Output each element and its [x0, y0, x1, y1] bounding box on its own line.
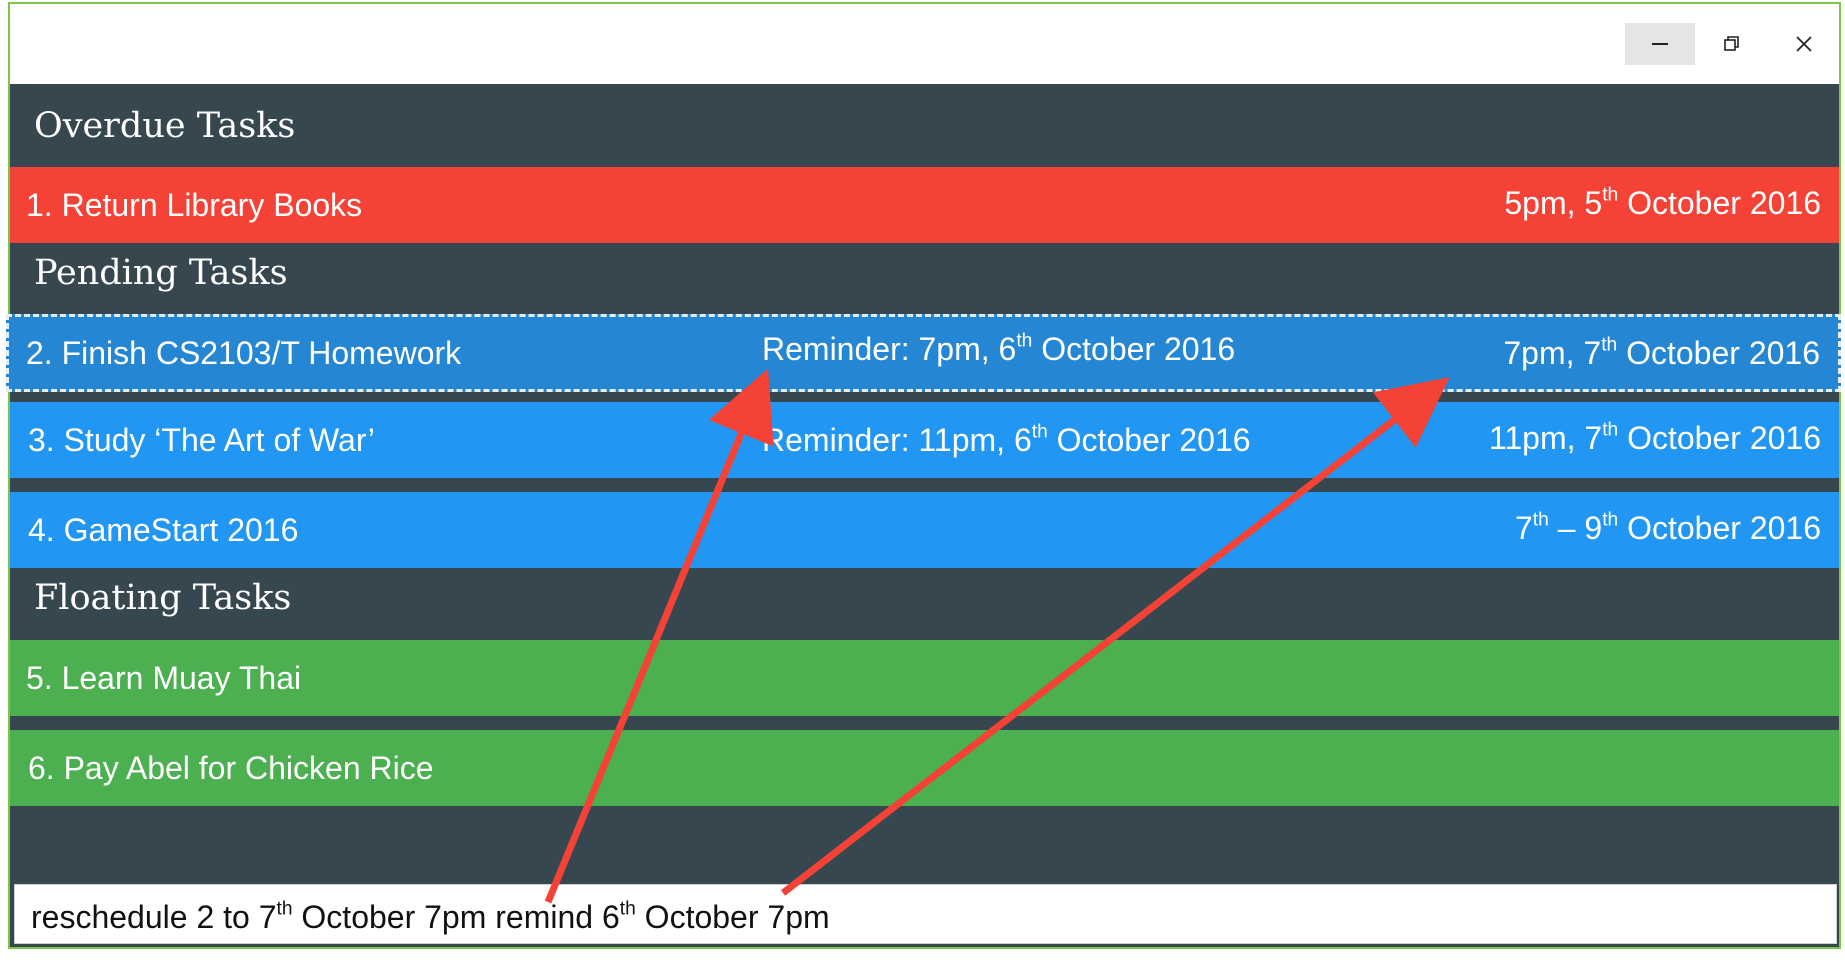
overdue-header: Overdue Tasks — [34, 106, 296, 146]
task-name: 1. Return Library Books — [26, 187, 363, 223]
task-reminder: Reminder: 11pm, 6th October 2016 — [762, 421, 1251, 458]
arrow-to-date — [780, 377, 1450, 896]
task-name: 3. Study ‘The Art of War’ — [28, 422, 375, 458]
title-bar — [10, 4, 1839, 84]
task-row-overdue-1[interactable]: 1. Return Library Books 5pm, 5th October… — [10, 167, 1839, 243]
restore-button[interactable] — [1697, 23, 1767, 65]
pending-header: Pending Tasks — [34, 253, 288, 293]
restore-icon — [1724, 36, 1739, 51]
minimize-icon — [1652, 43, 1668, 45]
task-row-pending-2[interactable]: 2. Finish CS2103/T Homework Reminder: 7p… — [6, 314, 1841, 392]
task-date: 7th – 9th October 2016 — [1515, 509, 1821, 546]
task-row-floating-6[interactable]: 6. Pay Abel for Chicken Rice — [10, 730, 1839, 806]
task-row-floating-5[interactable]: 5. Learn Muay Thai — [10, 640, 1839, 716]
task-name: 4. GameStart 2016 — [28, 512, 299, 548]
close-button[interactable] — [1769, 23, 1839, 65]
minimize-button[interactable] — [1625, 23, 1695, 65]
task-date: 11pm, 7th October 2016 — [1488, 419, 1821, 456]
task-name: 2. Finish CS2103/T Homework — [26, 335, 462, 371]
task-name: 5. Learn Muay Thai — [26, 660, 302, 696]
task-panel: Overdue Tasks 1. Return Library Books 5p… — [6, 84, 1841, 947]
command-input[interactable]: reschedule 2 to 7th October 7pm remind 6… — [14, 884, 1837, 944]
floating-header: Floating Tasks — [34, 578, 292, 618]
close-icon — [1796, 36, 1812, 52]
task-date: 7pm, 7th October 2016 — [1503, 334, 1820, 371]
arrow-to-reminder — [544, 368, 774, 904]
task-date: 5pm, 5th October 2016 — [1504, 184, 1821, 221]
task-reminder: Reminder: 7pm, 6th October 2016 — [762, 330, 1236, 367]
command-text: reschedule 2 to 7th October 7pm remind 6… — [31, 898, 830, 935]
task-row-pending-4[interactable]: 4. GameStart 2016 7th – 9th October 2016 — [10, 492, 1839, 568]
task-row-pending-3[interactable]: 3. Study ‘The Art of War’ Reminder: 11pm… — [10, 402, 1839, 478]
task-name: 6. Pay Abel for Chicken Rice — [28, 750, 434, 786]
